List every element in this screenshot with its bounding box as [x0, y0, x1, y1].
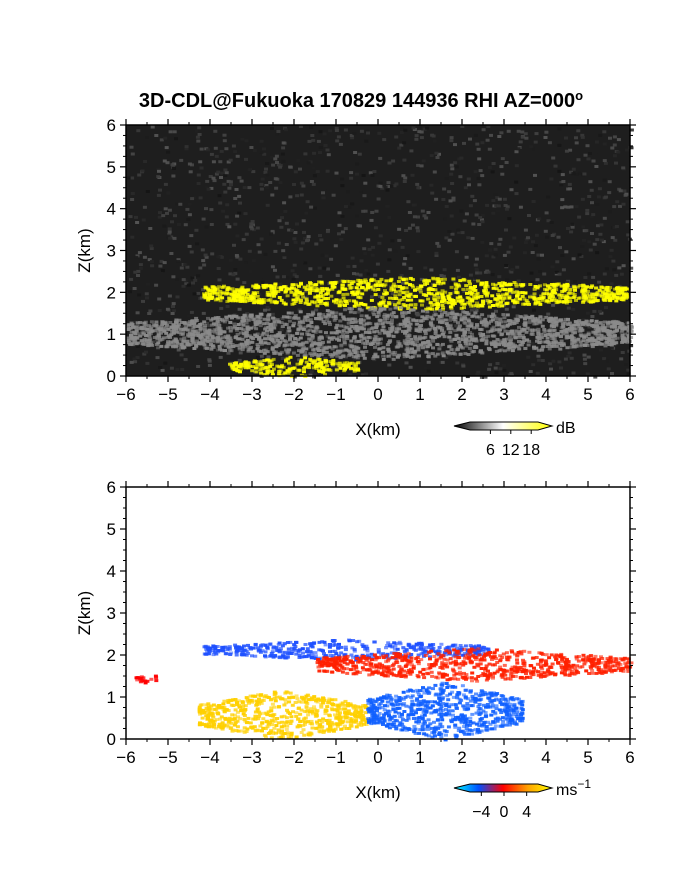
y-tick-label: 0 [107, 367, 116, 386]
y-axis: 0 1 2 3 4 5 6 [107, 478, 636, 749]
x-axis: −6 −5 −4 −3 −2 −1 0 1 2 3 4 5 6 [116, 481, 635, 767]
x-tick-label: 6 [625, 385, 634, 404]
y-tick-label: 2 [107, 646, 116, 665]
feature-ground-return [228, 355, 361, 378]
x-tick-label: −4 [200, 748, 219, 767]
y-tick-label: 6 [107, 478, 116, 497]
y-tick-label: 1 [107, 688, 116, 707]
x-tick-label: −1 [326, 748, 345, 767]
y-tick-label: 0 [107, 730, 116, 749]
x-tick-label: 0 [373, 385, 382, 404]
y-tick-label: 3 [107, 604, 116, 623]
colorbar: 6 12 18 dB [453, 420, 576, 459]
y-tick-label: 1 [107, 325, 116, 344]
x-tick-label: 5 [583, 385, 592, 404]
colorbar-tick-label: 12 [502, 442, 520, 459]
x-tick-label: 5 [583, 748, 592, 767]
y-tick-label: 2 [107, 283, 116, 302]
x-tick-label: −5 [158, 385, 177, 404]
x-tick-label: 2 [457, 748, 466, 767]
colorbar: −4 0 4 ms−1 [453, 777, 591, 821]
colorbar-tick-label: −4 [472, 804, 490, 821]
colorbar-tick-label: 0 [500, 804, 509, 821]
title-degree-superscript: o [575, 88, 583, 103]
data-features [126, 276, 634, 378]
x-tick-label: 1 [415, 385, 424, 404]
x-tick-label: −6 [116, 748, 135, 767]
y-tick-label: 3 [107, 242, 116, 261]
x-tick-label: −4 [200, 385, 219, 404]
y-axis-label: Z(km) [75, 591, 94, 635]
data-features [134, 638, 634, 742]
x-tick-label: −2 [284, 385, 303, 404]
x-tick-label: −2 [284, 748, 303, 767]
colorbar-tick-label: 4 [522, 804, 531, 821]
y-tick-label: 4 [107, 200, 116, 219]
chart-title: 3D-CDL@Fukuoka 170829 144936 RHI AZ=000o [139, 88, 583, 112]
y-tick-label: 6 [107, 116, 116, 135]
x-tick-label: −1 [326, 385, 345, 404]
colorbar-ramp [453, 421, 554, 431]
feature-isolated-echo-left [134, 674, 159, 685]
feature-low-warm-plume [197, 690, 369, 740]
colorbar-tick-label: 6 [486, 442, 495, 459]
x-tick-label: −3 [242, 748, 261, 767]
x-tick-label: −6 [116, 385, 135, 404]
y-tick-label: 5 [107, 520, 116, 539]
colorbar-unit-label: ms−1 [556, 777, 591, 799]
x-axis: −6 −5 −4 −3 −2 −1 0 1 2 3 4 5 6 [116, 119, 635, 404]
plot-background [126, 487, 630, 739]
x-tick-label: 2 [457, 385, 466, 404]
y-tick-label: 5 [107, 158, 116, 177]
feature-low-toward-region [366, 681, 525, 742]
x-axis-label: X(km) [355, 420, 400, 439]
feature-cloud-band-away [315, 647, 634, 683]
x-tick-label: 1 [415, 748, 424, 767]
x-tick-label: 6 [625, 748, 634, 767]
feature-sub-cloud-layer [126, 306, 634, 361]
y-axis: 0 1 2 3 4 5 6 [107, 116, 636, 386]
x-tick-label: 0 [373, 748, 382, 767]
x-axis-label: X(km) [355, 783, 400, 802]
y-axis-label: Z(km) [75, 228, 94, 272]
x-tick-label: −5 [158, 748, 177, 767]
colorbar-unit-label: dB [556, 420, 576, 437]
feature-cloud-base-layer [202, 276, 630, 312]
x-tick-label: 3 [499, 385, 508, 404]
x-tick-label: −3 [242, 385, 261, 404]
colorbar-tick-label: 18 [522, 442, 540, 459]
colorbar-ramp [453, 783, 554, 793]
x-tick-label: 4 [541, 748, 550, 767]
y-tick-label: 4 [107, 562, 116, 581]
x-tick-label: 4 [541, 385, 550, 404]
x-tick-label: 3 [499, 748, 508, 767]
